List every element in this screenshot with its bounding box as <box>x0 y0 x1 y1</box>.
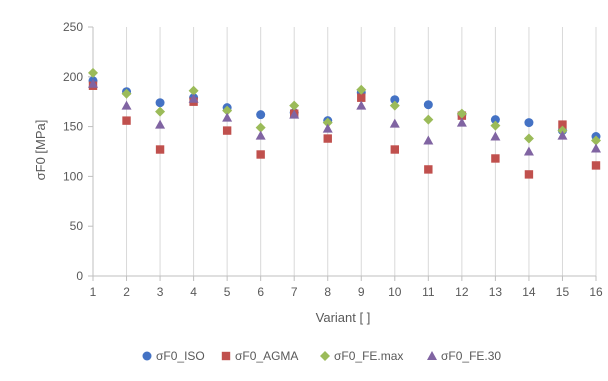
series-3 <box>88 67 601 146</box>
legend-entry: σF0_FE.30 <box>427 349 501 363</box>
data-point <box>121 100 132 110</box>
y-tick-label: 50 <box>70 219 84 233</box>
legend-marker <box>142 351 152 361</box>
data-point <box>390 95 400 105</box>
data-marks <box>88 67 601 179</box>
x-tick-label: 8 <box>324 285 331 299</box>
data-point <box>456 117 467 127</box>
y-tick-label: 150 <box>63 120 83 134</box>
x-tick-label: 9 <box>358 285 365 299</box>
y-tick-label: 100 <box>63 169 83 183</box>
data-point <box>524 170 534 179</box>
x-tick-label: 14 <box>522 285 536 299</box>
x-tick-label: 10 <box>388 285 402 299</box>
legend-marker <box>427 351 437 360</box>
data-point <box>188 93 199 103</box>
x-axis-title: Variant [ ] <box>316 310 371 325</box>
legend-marker <box>320 351 330 361</box>
data-point <box>222 126 232 135</box>
data-point <box>155 119 166 129</box>
data-point <box>423 100 433 110</box>
data-point <box>188 85 199 96</box>
data-point <box>390 145 399 154</box>
x-tick-label: 4 <box>190 285 197 299</box>
x-tick-label: 2 <box>123 285 130 299</box>
grid <box>92 27 597 276</box>
data-point <box>323 134 332 143</box>
data-point <box>222 105 233 116</box>
x-tick-label: 11 <box>422 285 435 299</box>
data-point <box>557 130 568 140</box>
data-point <box>491 154 500 163</box>
data-point <box>155 145 165 154</box>
legend-label: σF0_AGMA <box>235 349 298 363</box>
y-axis-title: σF0 [MPa] <box>33 120 48 181</box>
data-point <box>255 130 266 140</box>
data-point <box>389 118 400 128</box>
legend-entry: σF0_AGMA <box>221 349 298 363</box>
data-point <box>490 115 500 125</box>
data-point <box>121 88 132 99</box>
data-point <box>222 112 233 122</box>
data-point <box>256 150 265 159</box>
data-point <box>88 67 98 78</box>
data-point <box>423 135 434 145</box>
data-point <box>490 120 501 131</box>
x-tick-label: 16 <box>589 285 603 299</box>
y-tick-label: 250 <box>63 20 83 34</box>
data-point <box>122 116 131 125</box>
data-point <box>389 100 400 111</box>
legend-marker <box>221 351 231 361</box>
legend-entry: σF0_ISO <box>142 349 205 363</box>
data-point <box>155 106 166 117</box>
data-point <box>524 118 534 128</box>
legend: σF0_ISO σF0_AGMA σF0_FE.max σF0_FE.30 <box>142 349 501 363</box>
data-point <box>424 165 433 174</box>
x-tick-label: 7 <box>291 285 298 299</box>
legend-entry: σF0_FE.max <box>320 349 403 363</box>
x-tick-label: 13 <box>489 285 503 299</box>
x-tick-label: 5 <box>224 285 231 299</box>
data-point <box>289 109 300 119</box>
x-tick-label: 12 <box>455 285 469 299</box>
data-point <box>155 98 165 108</box>
legend-label: σF0_ISO <box>156 349 205 363</box>
data-point <box>356 100 367 110</box>
data-point <box>255 122 266 133</box>
data-point <box>523 133 534 144</box>
data-point <box>558 120 567 129</box>
data-point <box>289 100 300 111</box>
data-point <box>322 123 333 133</box>
data-point <box>591 143 601 153</box>
data-point <box>88 78 98 88</box>
data-point <box>456 108 467 119</box>
data-point <box>256 110 266 120</box>
x-tick-label: 15 <box>556 285 570 299</box>
data-point <box>490 131 501 141</box>
data-point <box>591 161 601 170</box>
data-point <box>423 114 434 125</box>
y-tick-label: 200 <box>63 70 83 84</box>
legend-label: σF0_FE.30 <box>441 349 501 363</box>
x-tick-label: 3 <box>157 285 164 299</box>
x-tick-label: 6 <box>257 285 264 299</box>
data-point <box>356 84 367 95</box>
series-4 <box>88 78 601 156</box>
data-point <box>523 146 534 156</box>
data-point <box>591 135 601 146</box>
data-point <box>357 93 366 102</box>
y-tick-label: 0 <box>76 269 83 283</box>
series-1 <box>88 76 601 142</box>
series-2 <box>88 81 601 179</box>
x-tick-label: 1 <box>90 285 97 299</box>
legend-label: σF0_FE.max <box>334 349 403 363</box>
data-point <box>322 117 333 128</box>
